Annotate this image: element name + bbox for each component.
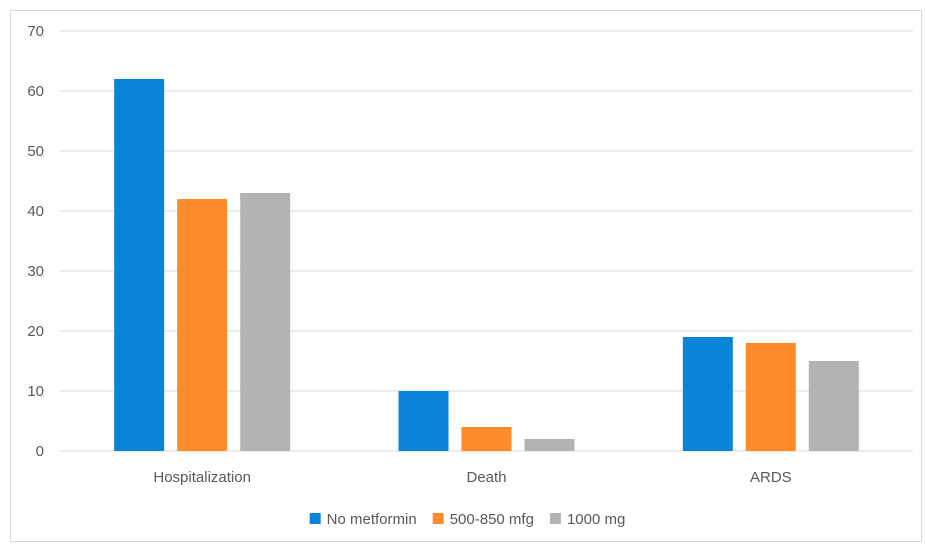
x-axis-ticks: Hospitalization Death ARDS — [153, 469, 791, 486]
y-tick-label: 70 — [27, 23, 44, 40]
legend-swatch — [309, 513, 321, 524]
bar-ards-1 — [682, 337, 733, 451]
x-tick-label: ARDS — [750, 469, 792, 486]
legend-swatch — [549, 513, 561, 524]
bar-hospitalization-3 — [240, 193, 291, 451]
bars — [114, 79, 859, 451]
bar-death-3 — [524, 439, 575, 451]
y-tick-label: 40 — [27, 203, 44, 220]
y-tick-label: 20 — [27, 323, 44, 340]
legend-swatch — [432, 513, 444, 524]
y-tick-label: 60 — [27, 83, 44, 100]
bar-hospitalization-2 — [177, 199, 228, 451]
legend-label: 1000 mg — [567, 511, 625, 528]
y-tick-label: 0 — [36, 443, 44, 460]
legend-label: 500-850 mfg — [450, 511, 534, 528]
legend: No metformin 500-850 mfg 1000 mg — [309, 511, 625, 528]
y-tick-label: 30 — [27, 263, 44, 280]
bar-ards-2 — [745, 343, 796, 451]
x-tick-label: Hospitalization — [153, 469, 251, 486]
bar-death-1 — [398, 391, 449, 451]
bar-hospitalization-1 — [114, 79, 165, 451]
y-axis-ticks: 0 10 20 30 40 50 60 70 — [27, 23, 44, 460]
x-tick-label: Death — [466, 469, 506, 486]
y-tick-label: 10 — [27, 383, 44, 400]
y-tick-label: 50 — [27, 143, 44, 160]
legend-label: No metformin — [327, 511, 417, 528]
bar-death-2 — [461, 427, 512, 451]
bar-ards-3 — [808, 361, 859, 451]
